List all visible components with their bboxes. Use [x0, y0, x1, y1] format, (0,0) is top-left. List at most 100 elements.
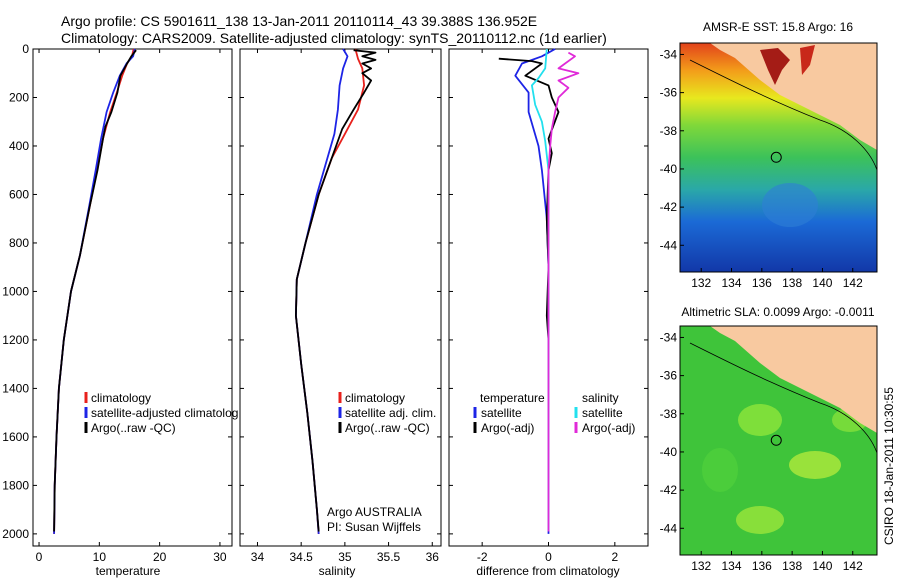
x-tick-label: 34.5: [289, 550, 313, 564]
y-tick-label: -42: [660, 483, 678, 497]
y-tick-label: 400: [9, 139, 29, 153]
series-line: [547, 51, 580, 532]
legend-label-sal-satellite: satellite: [582, 406, 623, 420]
temperature-legend: climatology satellite-adjusted climatolo…: [84, 391, 238, 435]
sla-blob: [736, 506, 784, 534]
y-tick-label: -40: [660, 162, 678, 176]
y-tick-label: -38: [660, 407, 678, 421]
x-tick-label: 136: [752, 559, 772, 573]
legend-label-climatology: climatology: [91, 391, 151, 405]
salinity-axes-frame: [239, 48, 442, 547]
difference-x-ticks: -2 0 2: [477, 49, 618, 564]
sla-map: Altimetric SLA: 0.0099 Argo: -0.0011 132…: [660, 305, 878, 573]
legend-label-temp-argo: Argo(-adj): [481, 421, 534, 435]
sla-map-ticks: 132 134 136 138 140 142 -34 -36 -38 -40 -42 -44: [660, 330, 863, 573]
x-tick-label: 2: [611, 550, 618, 564]
legend-label-argo: Argo(..raw -QC): [91, 421, 176, 435]
legend-heading-temperature: temperature: [480, 391, 545, 405]
sst-map-title: AMSR-E SST: 15.8 Argo: 16: [703, 20, 853, 34]
x-tick-label: 134: [722, 276, 742, 290]
salinity-x-ticks: 34 34.5 35 35.5 36: [251, 49, 439, 564]
y-tick-label: -36: [660, 86, 678, 100]
difference-legend: temperature satellite Argo(-adj) salinit…: [473, 391, 635, 435]
x-tick-label: 35: [338, 550, 352, 564]
x-tick-label: 138: [782, 559, 802, 573]
y-tick-label: 1800: [2, 478, 29, 492]
legend-label-satellite: satellite adj. clim.: [345, 406, 436, 420]
x-tick-label: 140: [812, 276, 832, 290]
x-tick-label: 132: [691, 276, 711, 290]
difference-xlabel: difference from climatology: [476, 564, 619, 578]
legend-label-climatology: climatology: [345, 391, 405, 405]
land-mask: [710, 326, 877, 433]
legend-label-sal-argo: Argo(-adj): [582, 421, 635, 435]
operator-annotation: Argo AUSTRALIA: [327, 505, 422, 519]
pi-annotation: PI: Susan Wijffels: [327, 520, 421, 534]
header-line2: Climatology: CARS2009. Satellite-adjuste…: [61, 30, 607, 46]
x-tick-label: 142: [843, 559, 863, 573]
sla-blob: [738, 404, 782, 436]
y-tick-label: 1600: [2, 430, 29, 444]
argo-location-marker: [770, 434, 782, 446]
series-line: [53, 49, 137, 532]
y-tick-label: -40: [660, 445, 678, 459]
salinity-series: [295, 48, 377, 534]
temperature-x-ticks: 0 10 20 30: [36, 49, 227, 564]
difference-y-ticks: [449, 48, 648, 535]
difference-series: [498, 48, 580, 534]
temperature-series: [53, 48, 137, 534]
x-tick-label: 142: [843, 276, 863, 290]
temperature-y-ticks: 0 200 400 600 800 1000 1200 1400 1600 1800 2000: [2, 42, 232, 541]
difference-panel: -2 0 2 difference from climatology tempera…: [448, 48, 649, 578]
sla-blob: [702, 448, 738, 492]
sst-map: AMSR-E SST: 15.8 Argo: 16 132 134 136 138 14…: [660, 20, 878, 290]
legend-label-satellite: satellite-adjusted climatolog: [91, 406, 238, 420]
legend-label-temp-satellite: satellite: [481, 406, 522, 420]
x-tick-label: 0: [36, 550, 43, 564]
x-tick-label: 140: [812, 559, 832, 573]
cool-anomaly: [762, 183, 818, 227]
y-tick-label: 2000: [2, 527, 29, 541]
x-tick-label: 34: [251, 550, 265, 564]
x-tick-label: 138: [782, 276, 802, 290]
x-tick-label: 35.5: [377, 550, 401, 564]
temperature-panel: 0 200 400 600 800 1000 1200 1400 1600 1800 2000 0 1…: [2, 42, 238, 578]
sla-map-frame: [679, 325, 878, 556]
y-tick-label: -38: [660, 124, 678, 138]
sst-map-ticks: 132 134 136 138 140 142 -34 -36 -38 -40 -42 -44: [660, 47, 863, 290]
series-line: [295, 49, 377, 532]
x-tick-label: 36: [426, 550, 440, 564]
x-tick-label: 30: [213, 550, 227, 564]
gulf-warm-water: [760, 48, 790, 85]
legend-label-argo: Argo(..raw -QC): [345, 421, 430, 435]
y-tick-label: 1000: [2, 284, 29, 298]
temperature-xlabel: temperature: [96, 564, 161, 578]
y-tick-label: -42: [660, 200, 678, 214]
y-tick-label: -34: [660, 47, 678, 61]
y-tick-label: 0: [22, 42, 29, 56]
y-tick-label: 1200: [2, 333, 29, 347]
x-tick-label: -2: [477, 550, 488, 564]
sla-map-title: Altimetric SLA: 0.0099 Argo: -0.0011: [681, 305, 875, 319]
temperature-axes-frame: [32, 48, 233, 547]
land-mask: [710, 43, 877, 150]
shelf-contour: [689, 342, 877, 454]
y-tick-label: -36: [660, 369, 678, 383]
y-tick-label: 200: [9, 90, 29, 104]
x-tick-label: 0: [545, 550, 552, 564]
x-tick-label: 20: [153, 550, 167, 564]
gulf-warm-water-2: [800, 45, 815, 75]
x-tick-label: 136: [752, 276, 772, 290]
header-line1: Argo profile: CS 5901611_138 13-Jan-2011…: [61, 13, 537, 29]
salinity-panel: 34 34.5 35 35.5 36 salinity climatology sate…: [239, 48, 442, 578]
y-tick-label: 1400: [2, 381, 29, 395]
salinity-legend: climatology satellite adj. clim. Argo(..…: [338, 391, 436, 435]
argo-location-marker: [770, 151, 782, 163]
x-tick-label: 134: [722, 559, 742, 573]
y-tick-label: 800: [9, 236, 29, 250]
y-tick-label: 600: [9, 187, 29, 201]
x-tick-label: 132: [691, 559, 711, 573]
legend-heading-salinity: salinity: [582, 391, 619, 405]
salinity-xlabel: salinity: [319, 564, 356, 578]
